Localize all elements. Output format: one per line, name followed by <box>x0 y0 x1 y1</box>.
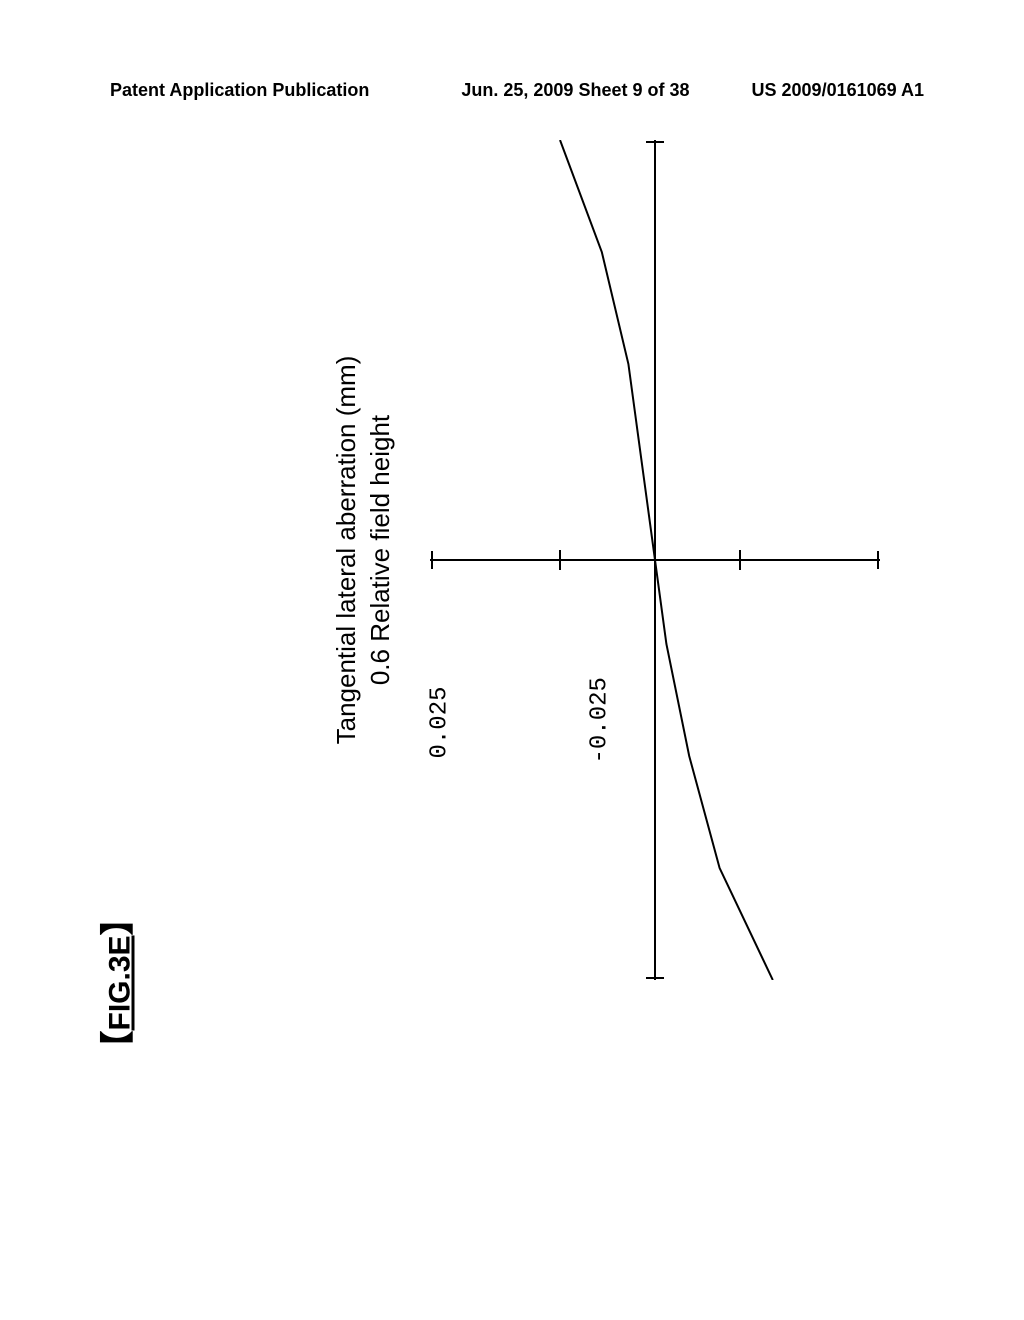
plot-area <box>430 140 880 980</box>
chart-title-line2: 0.6 Relative field height <box>365 415 395 685</box>
figure-label-text: FIG.3E <box>104 935 137 1030</box>
figure-label: 【FIG.3E】 <box>91 901 140 1064</box>
chart-svg <box>430 140 880 980</box>
chart-title-line1: Tangential lateral aberration (mm) <box>331 356 361 745</box>
page-header: Patent Application Publication Jun. 25, … <box>0 80 1024 101</box>
header-publication-number: US 2009/0161069 A1 <box>752 80 924 101</box>
chart-title: Tangential lateral aberration (mm) 0.6 R… <box>330 300 398 800</box>
aberration-chart: Tangential lateral aberration (mm) 0.6 R… <box>300 140 880 980</box>
bracket-left: 【 <box>100 1031 138 1065</box>
header-date-sheet: Jun. 25, 2009 Sheet 9 of 38 <box>461 80 689 101</box>
bracket-right: 】 <box>100 901 138 935</box>
header-publication-type: Patent Application Publication <box>110 80 369 101</box>
